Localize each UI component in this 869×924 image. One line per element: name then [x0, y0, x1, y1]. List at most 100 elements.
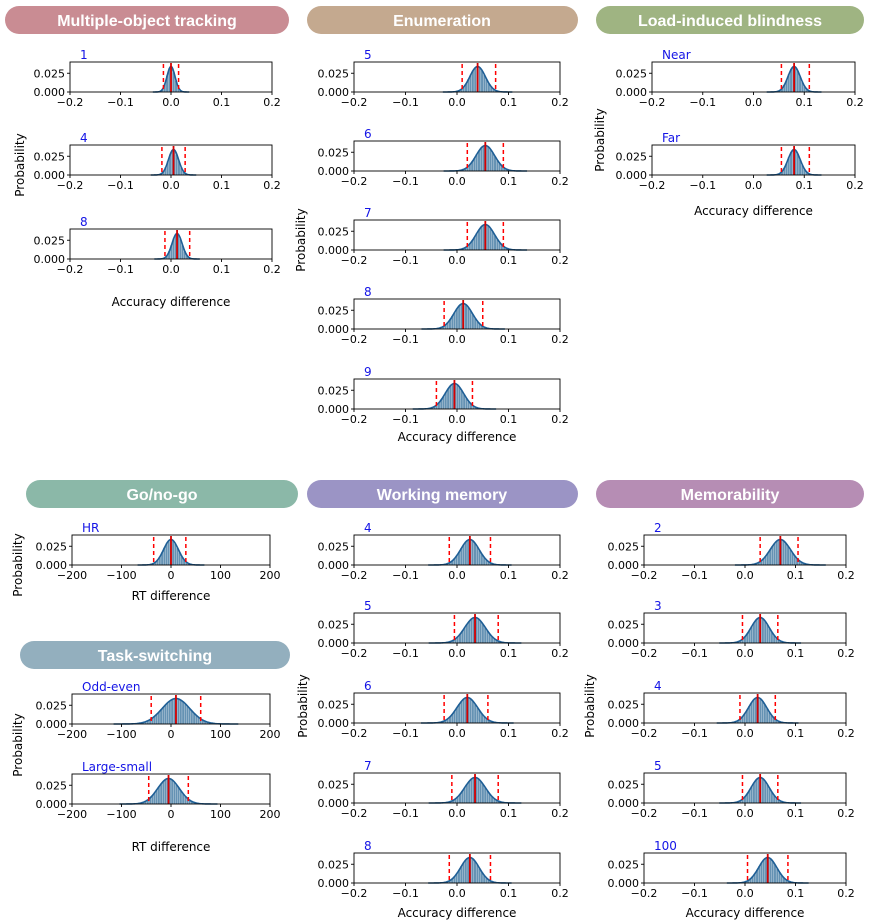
histogram-bar [457, 552, 460, 565]
histogram-bar [487, 225, 490, 250]
header-pill [307, 480, 578, 508]
axes-frame [71, 693, 271, 725]
histogram-bar [157, 711, 160, 724]
histogram-bar [782, 877, 785, 883]
histogram-bar [168, 700, 171, 724]
histogram-bar [761, 778, 764, 803]
histogram-bar [444, 720, 447, 723]
panel-label: 2 [654, 521, 662, 535]
histogram-bar [181, 245, 184, 259]
histogram-bar [497, 801, 500, 803]
histogram-bar [446, 718, 449, 723]
histogram-bar [190, 710, 193, 724]
histogram-bar [801, 165, 804, 175]
y-tick-label: 0.025 [318, 146, 350, 159]
histogram-bar [491, 796, 494, 803]
histogram-bar [757, 562, 760, 565]
x-tick-label: 0.1 [787, 647, 805, 660]
histogram-bar [456, 384, 459, 409]
histogram-bar [481, 325, 484, 329]
x-tick-label: 0.2 [551, 887, 569, 900]
histogram-bar [464, 247, 467, 250]
y-tick-label: 0.025 [616, 67, 648, 80]
histogram-bar [498, 163, 501, 171]
histogram-bar [204, 721, 207, 724]
histogram-bar [739, 718, 742, 723]
x-tick-label: −0.2 [639, 179, 666, 192]
x-tick-label: 0.0 [448, 254, 466, 267]
histogram-bar [451, 560, 454, 565]
x-tick-label: −0.2 [57, 263, 84, 276]
panel-9: 0.000 0.025 −0.2 −0.1 0.0 0.1 0.2 9 [318, 365, 569, 426]
histogram-bar [183, 559, 185, 565]
histogram-bar [784, 543, 787, 565]
x-tick-label: 0.0 [745, 179, 763, 192]
panel-1: 0.000 0.025 −0.2 −0.1 0.0 0.1 0.2 1 [34, 48, 281, 109]
histogram-bar [491, 636, 494, 643]
histogram-bar [465, 398, 468, 409]
histogram-bar [756, 870, 758, 883]
panels-memorability: 0.000 0.025 −0.2 −0.1 0.0 0.1 0.2 2 0.000 0.025 −0… [583, 521, 855, 920]
histogram-bar [779, 801, 782, 803]
histogram-bar [149, 719, 152, 724]
x-tick-label: 0.1 [500, 647, 518, 660]
histogram-bar [471, 858, 474, 883]
panel-5: 0.000 0.025 −0.2 −0.1 0.0 0.1 0.2 5 [318, 599, 569, 660]
y-tick-label: 0.000 [608, 797, 640, 810]
x-tick-label: 0.0 [448, 807, 466, 820]
histogram-bar [455, 707, 458, 723]
x-tick-label: 0.2 [551, 96, 569, 109]
header-label: Enumeration [393, 13, 491, 30]
histogram-bar [447, 388, 450, 409]
histogram-bar [484, 787, 487, 803]
histogram-bar [448, 880, 451, 883]
histogram-bar [790, 152, 792, 175]
histogram-bar [179, 700, 182, 724]
y-tick-label: 0.000 [318, 877, 350, 890]
histogram-bar [799, 76, 802, 92]
x-axis-label: Accuracy difference [398, 906, 517, 920]
y-tick-label: 0.025 [318, 858, 350, 871]
histogram-bar [478, 550, 481, 565]
histogram-bar [185, 562, 188, 565]
histogram-bar [500, 165, 503, 171]
x-tick-label: 0.0 [736, 807, 754, 820]
histogram-bar [182, 701, 185, 724]
histogram-bar [487, 83, 490, 92]
histogram-bar [188, 800, 191, 804]
panel-label: 100 [654, 839, 677, 853]
histogram-bar [790, 69, 792, 92]
histogram-bar [481, 624, 484, 643]
histogram-bar [799, 159, 802, 175]
histogram-bar [451, 316, 454, 329]
x-tick-label: 0.2 [846, 179, 864, 192]
histogram-bar [174, 543, 177, 565]
x-tick-label: 0.2 [263, 263, 281, 276]
histogram-bar [153, 716, 156, 724]
histogram-bar [474, 861, 476, 883]
x-tick-label: −200 [57, 569, 87, 582]
histogram-bar [180, 556, 183, 565]
x-tick-label: 0.0 [736, 647, 754, 660]
axes-frame [353, 219, 561, 251]
histogram-bar [477, 618, 480, 643]
histogram-bar [496, 160, 499, 171]
histogram-bar [775, 540, 778, 565]
x-tick-label: 0.1 [500, 175, 518, 188]
header-go-no-go: Go/no-go [26, 480, 298, 508]
header-label: Working memory [377, 487, 508, 504]
y-tick-label: 0.000 [36, 559, 68, 572]
x-tick-label: −0.1 [107, 96, 134, 109]
histogram-bar [473, 237, 476, 250]
histogram-bar [442, 396, 445, 409]
histogram-bar [777, 639, 780, 643]
histogram-bars [147, 539, 194, 565]
histogram-bar [161, 552, 163, 565]
histogram-bar [746, 633, 749, 643]
histogram-bar [186, 706, 189, 724]
histogram-bar [155, 789, 158, 804]
histogram-bar [454, 638, 457, 643]
histogram-bar [177, 787, 180, 804]
x-tick-label: −0.1 [392, 569, 419, 582]
histogram-bar [458, 305, 461, 329]
